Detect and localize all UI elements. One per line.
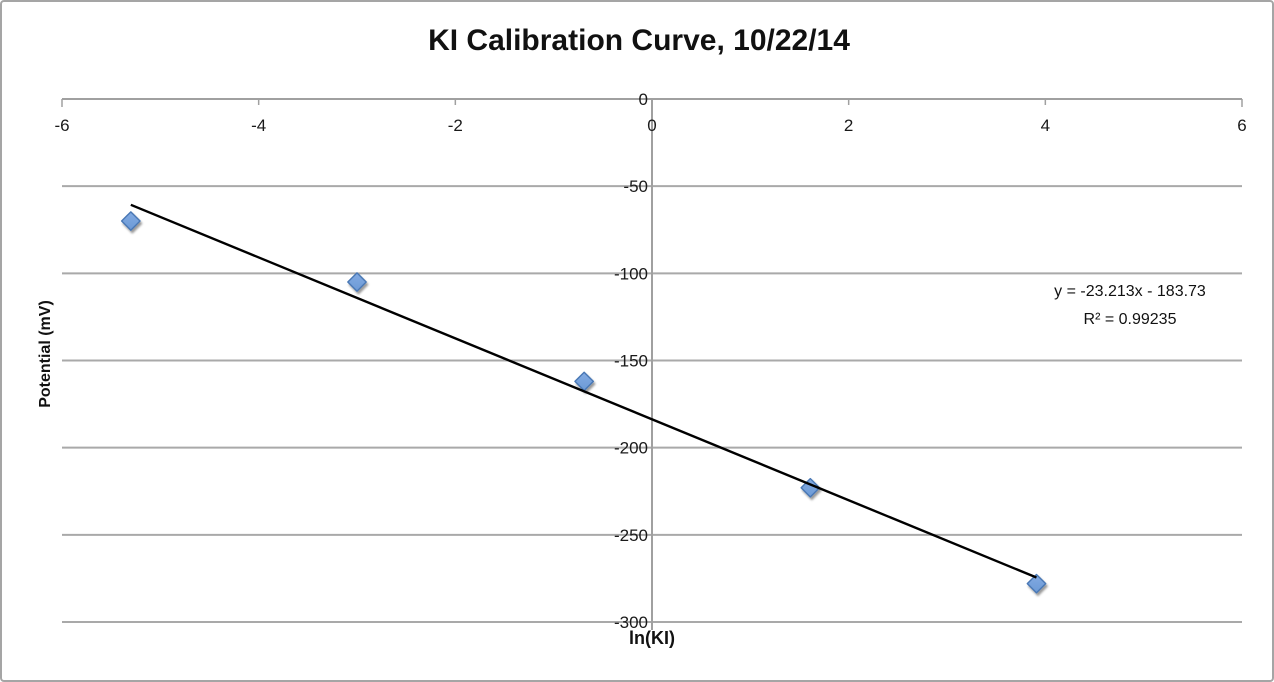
x-axis-title: ln(KI) [629, 628, 675, 648]
trendline-equation: y = -23.213x - 183.73 [1054, 283, 1206, 300]
x-tick-label: 6 [1237, 116, 1246, 135]
trendline [130, 203, 1037, 579]
y-tick-label: -300 [614, 613, 648, 632]
data-point-marker [347, 272, 367, 292]
y-axis-title: Potential (mV) [37, 300, 54, 408]
x-tick-label: -2 [448, 116, 463, 135]
trendline-annotation: y = -23.213x - 183.73 R² = 0.99235 [1022, 278, 1238, 334]
y-tick-label: -250 [614, 526, 648, 545]
x-tick-label: -4 [251, 116, 266, 135]
y-tick-label: -150 [614, 352, 648, 371]
x-tick-label: -6 [54, 116, 69, 135]
data-point-marker [120, 211, 141, 231]
y-tick-label: -100 [614, 264, 648, 283]
x-tick-label: 0 [647, 116, 656, 135]
x-tick-label: 4 [1041, 116, 1050, 135]
trendline-r-squared: R² = 0.99235 [1083, 311, 1177, 328]
x-tick-label: 2 [844, 116, 853, 135]
y-tick-label: 0 [639, 90, 648, 109]
data-point-marker [1026, 573, 1047, 594]
y-tick-label: -50 [623, 177, 648, 196]
y-tick-label: -200 [614, 439, 648, 458]
chart-title: KI Calibration Curve, 10/22/14 [428, 24, 850, 57]
